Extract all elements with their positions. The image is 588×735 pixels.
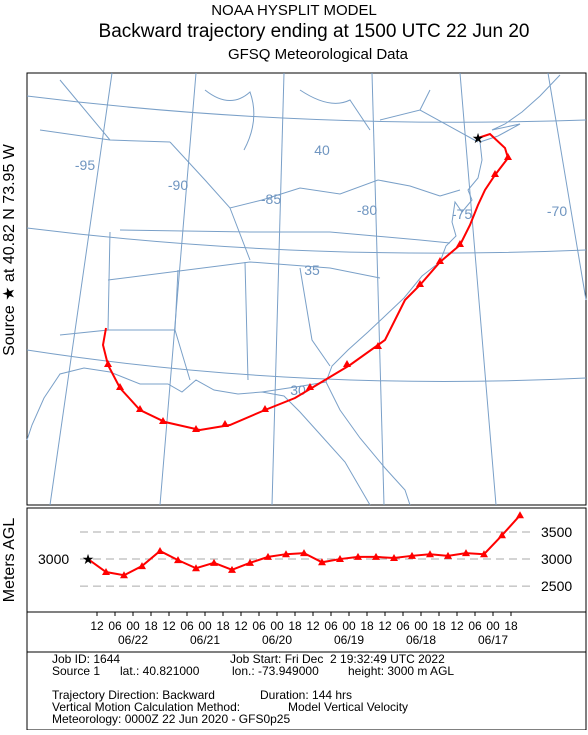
x-tick-label: 12 [234,619,248,633]
x-tick-label: 12 [378,619,392,633]
height-marker [390,553,398,561]
lat-label: 40 [314,142,330,158]
height-marker [282,550,290,558]
map-frame [26,72,587,506]
info-text: Job Start: Fri Dec 2 19:32:49 UTC 2022 [230,652,445,666]
x-tick-label: 00 [198,619,212,633]
lon-label: -95 [75,157,95,173]
x-tick-label: 06 [396,619,410,633]
height-marker [228,565,236,573]
x-tick-label: 18 [288,619,302,633]
info-text: Job ID: 1644 [52,652,120,666]
height-frame [26,507,587,613]
info-text: height: 3000 m AGL [348,664,454,678]
source-height-label: 3000 [38,551,69,567]
x-tick-label: 00 [270,619,284,633]
x-tick-label: 06 [180,619,194,633]
date-label: 06/21 [190,633,220,647]
height-marker [318,558,326,566]
height-marker [138,562,146,570]
x-tick-label: 12 [306,619,320,633]
date-label: 06/18 [406,633,436,647]
y-tick-label: 3000 [541,551,572,567]
x-tick-label: 18 [504,619,518,633]
y-tick-label: 2500 [541,578,572,594]
x-tick-label: 00 [126,619,140,633]
info-text: Source 1 [52,664,100,678]
info-text: Meteorology: 0000Z 22 Jun 2020 - GFS0p25 [52,712,290,726]
lon-label: -75 [452,206,472,222]
x-tick-label: 18 [216,619,230,633]
x-tick-label: 18 [432,619,446,633]
lon-label: -90 [168,177,188,193]
coastlines-borders [26,74,561,506]
info-text: Trajectory Direction: Backward [52,688,215,702]
info-text: lon.: -73.949000 [232,664,319,678]
x-tick-label: 18 [360,619,374,633]
y-axis-label: Meters AGL [1,518,18,603]
title: NOAA HYSPLIT MODEL [211,2,377,19]
x-tick-label: 12 [450,619,464,633]
height-marker [516,511,524,519]
height-marker [210,558,218,566]
date-label: 06/22 [118,633,148,647]
x-tick-label: 06 [252,619,266,633]
x-tick-label: 00 [486,619,500,633]
info-text: Model Vertical Velocity [288,700,408,714]
height-marker [156,546,164,554]
height-marker [372,552,380,560]
date-label: 06/19 [334,633,364,647]
height-marker [246,558,254,566]
x-tick-label: 00 [414,619,428,633]
height-marker [120,571,128,579]
height-marker [174,556,182,564]
x-tick-label: 06 [468,619,482,633]
data-source: GFSQ Meteorological Data [228,46,409,63]
subtitle: Backward trajectory ending at 1500 UTC 2… [99,21,530,42]
info-text: Vertical Motion Calculation Method: [52,700,240,714]
height-marker [498,531,506,539]
x-tick-label: 12 [162,619,176,633]
source-marker: ★ [82,551,95,567]
x-tick-label: 18 [144,619,158,633]
lon-label: -80 [357,202,377,218]
trajectory-markers [104,153,512,432]
height-marker [426,550,434,558]
info-text: Duration: 144 hrs [260,688,352,702]
height-marker [102,568,110,576]
height-marker [462,549,470,557]
x-tick-label: 00 [342,619,356,633]
lon-label: -70 [547,203,567,219]
x-tick-label: 12 [90,619,104,633]
lon-label: -85 [261,191,281,207]
graticule [26,72,587,506]
date-label: 06/20 [262,633,292,647]
x-tick-label: 06 [324,619,338,633]
date-label: 06/17 [478,633,508,647]
height-marker [192,564,200,572]
info-text: lat.: 40.821000 [120,664,200,678]
lat-label: 35 [304,262,320,278]
x-tick-label: 06 [108,619,122,633]
height-marker [354,552,362,560]
source-star: ★ [472,130,485,146]
source-label: Source ★ at 40.82 N 73.95 W [1,143,18,356]
height-marker [480,550,488,558]
height-marker [444,551,452,559]
y-tick-label: 3500 [541,524,572,540]
height-marker [336,555,344,563]
height-line [87,514,521,577]
height-marker [408,551,416,559]
height-marker [300,549,308,557]
map: -95 -90 -85 -80 -75 -70 40 35 30 ★ [26,72,587,506]
height-marker [264,552,272,560]
